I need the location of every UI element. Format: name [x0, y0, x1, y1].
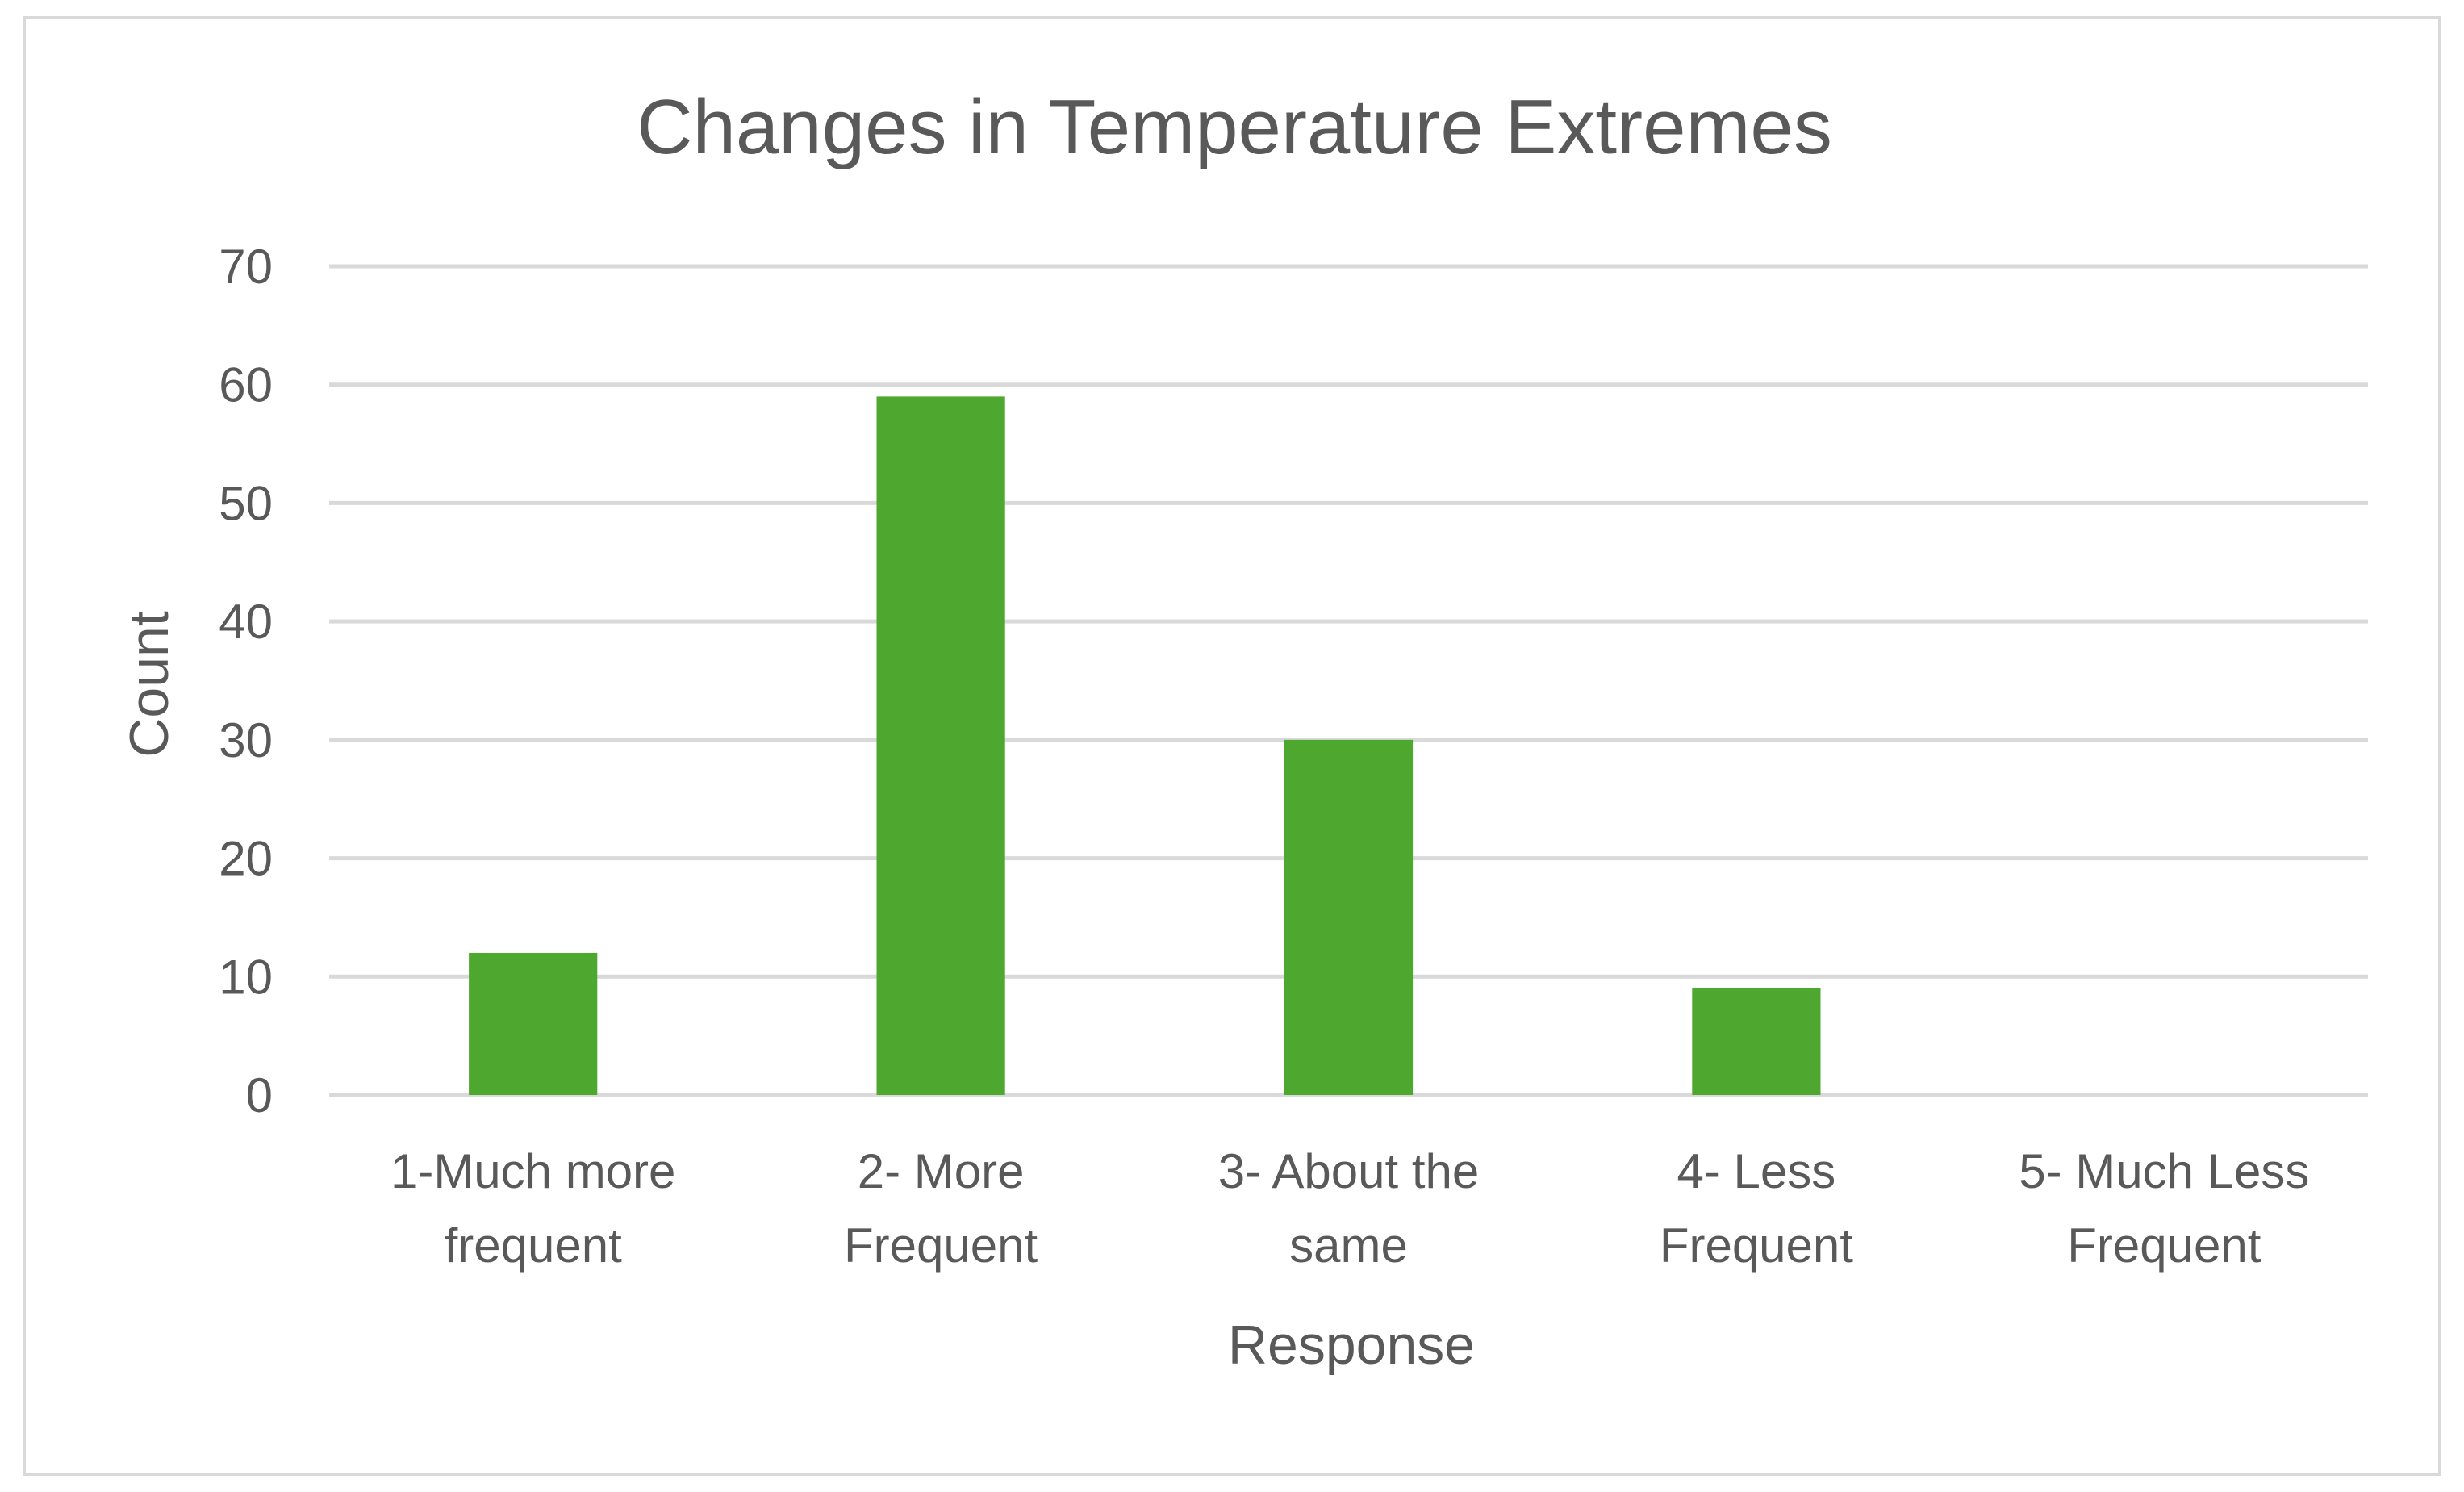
x-tick-label: 5- Much Less Frequent: [2019, 1144, 2309, 1273]
x-tick-label: 4- Less Frequent: [1660, 1144, 1853, 1273]
bar: [876, 396, 1005, 1095]
x-tick-label: 3- About the same: [1218, 1144, 1480, 1273]
gridlines: [329, 264, 2368, 1097]
y-tick-label: 40: [219, 595, 273, 649]
y-axis-ticks: 0 10 20 30 40 50 60 70: [219, 240, 273, 1122]
y-tick-label: 50: [219, 476, 273, 530]
x-tick-label: 2- More Frequent: [844, 1144, 1038, 1273]
y-tick-label: 70: [219, 240, 273, 294]
y-tick-label: 20: [219, 832, 273, 886]
bar: [1284, 739, 1414, 1095]
bar: [1692, 988, 1821, 1095]
x-tick-label: 1-Much more frequent: [390, 1144, 675, 1273]
y-axis-title: Count: [119, 611, 180, 758]
x-axis-ticks: 1-Much more frequent 2- More Frequent 3- Abo…: [390, 1144, 2309, 1273]
y-tick-label: 0: [246, 1068, 273, 1122]
y-tick-label: 30: [219, 713, 273, 767]
y-tick-label: 60: [219, 358, 273, 412]
x-axis-title: Response: [1228, 1314, 1475, 1376]
bars: [469, 396, 1821, 1095]
chart-title: Changes in Temperature Extremes: [637, 84, 1832, 170]
chart-frame: [23, 16, 2441, 1476]
y-tick-label: 10: [219, 950, 273, 1004]
bar: [469, 952, 598, 1095]
